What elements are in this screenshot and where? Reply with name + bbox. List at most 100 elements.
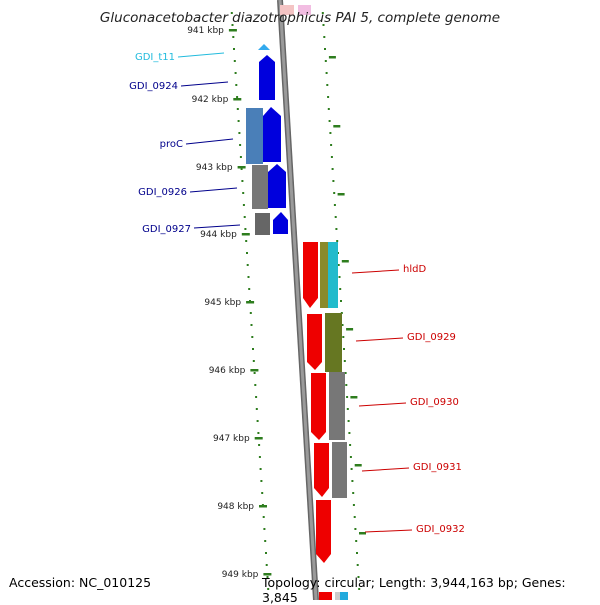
- ruler-dot: [255, 396, 258, 398]
- feature-hldd[interactable]: [303, 242, 318, 308]
- ruler-dot: [343, 348, 345, 350]
- ruler-dot: [321, 12, 324, 14]
- ruler-dot: [241, 180, 244, 182]
- ruler-dot: [354, 528, 357, 530]
- tick-mark: [341, 260, 349, 263]
- kbp-ticks: 941 kbp 942 kbp 943 kbp 944 kbp 945 kbp 946 k…: [187, 26, 371, 603]
- ruler-dot: [233, 60, 236, 62]
- cog-block[interactable]: [252, 165, 268, 209]
- gene-label-gdi-0929: GDI_0929: [407, 332, 456, 343]
- label-leader: [193, 224, 241, 229]
- feature-gdi-0929[interactable]: [307, 314, 322, 370]
- ruler-dot: [238, 132, 241, 134]
- tick-mark: [354, 464, 362, 467]
- ruler-dot: [326, 84, 329, 86]
- ruler-dot: [265, 564, 268, 566]
- label-leader: [185, 138, 234, 145]
- ruler-dot: [239, 156, 242, 158]
- feature-gdi-0927[interactable]: [273, 212, 288, 234]
- cog-block[interactable]: [328, 242, 338, 308]
- ruler-dot: [356, 564, 359, 566]
- tick-mark: [241, 233, 250, 236]
- feature-gdi-0930[interactable]: [311, 373, 326, 440]
- feature-gdi-0931[interactable]: [314, 443, 329, 497]
- tick-label: 942 kbp: [192, 95, 229, 105]
- cog-block[interactable]: [320, 242, 329, 308]
- tick-mark: [350, 396, 358, 399]
- feature-proc[interactable]: [263, 107, 281, 162]
- ruler-dot: [243, 216, 246, 218]
- feature-fragment[interactable]: [298, 5, 311, 15]
- tick-label: 941 kbp: [187, 26, 224, 36]
- ruler-dot: [336, 240, 339, 242]
- ruler-dot: [352, 492, 355, 494]
- ruler-dot: [341, 324, 344, 326]
- ruler-dot: [236, 108, 239, 110]
- tick-label: 946 kbp: [209, 366, 246, 376]
- ruler-dot: [263, 528, 266, 530]
- label-leader: [351, 269, 400, 274]
- tick-label: 947 kbp: [213, 434, 250, 444]
- feature-gdi-0926[interactable]: [268, 164, 286, 208]
- ruler-dot: [334, 216, 337, 218]
- ruler-dot: [246, 264, 249, 266]
- ruler-dot: [256, 420, 259, 422]
- feature-fragment[interactable]: [280, 5, 294, 15]
- gene-label-gdi-t11: GDI_t11: [135, 52, 175, 63]
- ruler-dot: [327, 96, 330, 98]
- cog-block[interactable]: [325, 313, 342, 372]
- ruler-dot: [337, 264, 340, 266]
- ruler-dot: [264, 540, 267, 542]
- label-leader: [177, 52, 225, 58]
- label-leader: [358, 402, 407, 407]
- ruler-dot: [232, 36, 235, 38]
- ruler-dot: [239, 144, 242, 146]
- ruler-dot: [233, 48, 235, 50]
- ruler-dot: [346, 408, 349, 410]
- tick-label: 944 kbp: [200, 230, 237, 240]
- ruler-dot: [251, 336, 254, 338]
- ruler-dot: [347, 420, 350, 422]
- cog-block[interactable]: [255, 213, 270, 235]
- gene-label-gdi-0924: GDI_0924: [129, 81, 178, 92]
- ruler-dot: [332, 180, 335, 182]
- ruler-dot: [258, 456, 261, 458]
- ruler-dot: [358, 588, 361, 590]
- ruler-dot: [350, 468, 353, 470]
- cog-block[interactable]: [332, 442, 347, 498]
- cog-block[interactable]: [329, 372, 345, 440]
- feature-fragment[interactable]: [335, 592, 340, 600]
- cog-block[interactable]: [246, 108, 263, 164]
- gene-label-proc: proC: [160, 139, 183, 150]
- feature-fragment[interactable]: [319, 592, 332, 600]
- ruler-dot: [261, 492, 264, 494]
- ruler-dot: [355, 540, 358, 542]
- gene-label-gdi-0927: GDI_0927: [142, 224, 191, 235]
- ruler-dot: [248, 288, 251, 290]
- label-leader: [364, 529, 413, 533]
- gene-label-gdi-0931: GDI_0931: [413, 462, 462, 473]
- ruler-dot: [262, 516, 265, 518]
- tick-label: 948 kbp: [217, 502, 254, 512]
- label-leader: [355, 337, 404, 342]
- tick-mark: [263, 573, 272, 576]
- tick-mark: [359, 532, 366, 535]
- ruler-dot: [353, 516, 356, 518]
- tick-label: 945 kbp: [204, 298, 241, 308]
- ruler-dot: [245, 240, 248, 242]
- ruler-dot: [246, 252, 248, 254]
- ruler-dot: [333, 204, 336, 206]
- ruler-dot: [244, 228, 247, 230]
- accession-text: Accession: NC_010125: [9, 575, 152, 590]
- ruler-dot: [349, 456, 352, 458]
- feature-gdi-0932[interactable]: [316, 500, 331, 563]
- ruler-dot: [266, 576, 269, 578]
- feature-gdi-t11[interactable]: [258, 44, 270, 50]
- ruler-dot: [252, 360, 255, 362]
- feature-fragment[interactable]: [340, 592, 348, 600]
- gene-label-gdi-0926: GDI_0926: [138, 187, 187, 198]
- ruler-dot: [242, 204, 245, 206]
- label-leader: [180, 81, 229, 87]
- feature-gdi-0924[interactable]: [259, 55, 275, 100]
